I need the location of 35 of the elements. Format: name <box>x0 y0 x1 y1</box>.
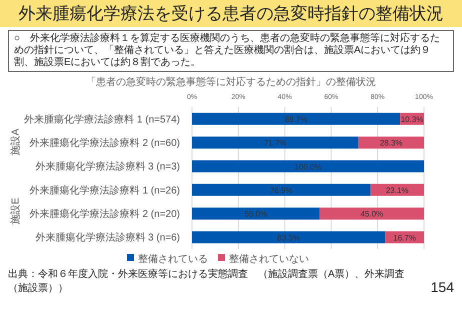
chart-title: 外来腫瘍化学療法を受ける患者の急変時指針の整備状況 <box>0 0 462 27</box>
data-label: 10.3% <box>400 114 424 124</box>
text: 154 <box>430 279 454 295</box>
legend-label: 整備されていない <box>229 254 309 265</box>
bar <box>370 184 424 196</box>
source-note: 出典：令和６年度入院・外来医療等における実態調査 （施設調査票（A票）、外来調査（施設票）） <box>8 268 406 295</box>
bar <box>320 208 424 220</box>
text: ○ 外来化学療法診療料１を算定する医療機関のうち、患者の急変時の緊急事態等に対応するための指針について、「整備されている」と答えた医療機関の割合は、施設票Aにおいては約９割、施設票Eにおいては約８割であった。 <box>8 30 454 72</box>
data-label: 71.7% <box>264 138 287 148</box>
bar <box>358 136 424 149</box>
data-label: 23.1% <box>386 186 409 195</box>
chart-subtitle: 「患者の急変時の緊急事態等に対応するための指針」の整備状況 <box>85 76 377 89</box>
data-label: 89.7% <box>284 114 308 124</box>
bar <box>192 231 386 244</box>
bar <box>192 208 320 220</box>
y-tick-label: 外来腫瘍化学療法診療料 1 (n=574) <box>24 113 180 126</box>
data-label: 76.9% <box>270 186 293 195</box>
text: 施設A <box>9 128 22 155</box>
data-label: 55.0% <box>244 210 268 219</box>
data-label: 100.0% <box>294 162 322 172</box>
bar <box>192 184 370 196</box>
y-tick-label: 外来腫瘍化学療法診療料 2 (n=20) <box>30 208 180 220</box>
y-tick-label: 外来腫瘍化学療法診療料 3 (n=3) <box>35 160 180 173</box>
data-label: 28.3% <box>380 138 403 148</box>
data-label: 45.0% <box>360 210 384 219</box>
bar <box>192 160 424 172</box>
data-label: 16.7% <box>393 233 416 242</box>
text: 施設E <box>9 197 22 224</box>
bar <box>192 112 400 125</box>
legend-label: 整備されている <box>138 254 208 265</box>
y-tick-label: 外来腫瘍化学療法診療料 1 (n=26) <box>30 184 180 196</box>
data-label: 83.3% <box>277 233 300 242</box>
bar <box>192 136 358 149</box>
y-tick-label: 外来腫瘍化学療法診療料 2 (n=60) <box>30 137 180 149</box>
y-tick-label: 外来腫瘍化学療法診療料 3 (n=6) <box>35 232 180 244</box>
